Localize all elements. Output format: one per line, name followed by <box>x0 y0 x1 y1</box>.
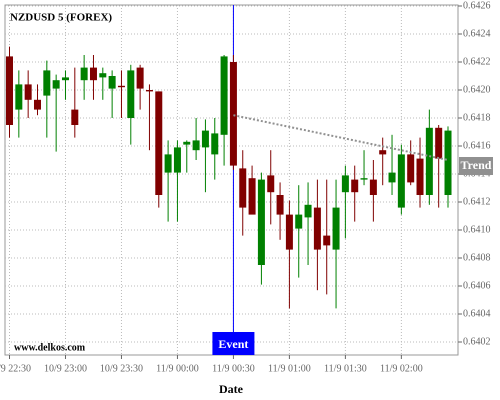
candle-body <box>43 70 51 96</box>
candle-body <box>15 84 23 110</box>
y-tick-label: 0.6406 <box>463 280 491 291</box>
chart-title: NZDUSD 5 (FOREX) <box>10 12 112 24</box>
candle-body <box>313 207 321 250</box>
candle-body <box>155 91 163 195</box>
candle-body <box>351 179 359 193</box>
y-tick-label: 0.6408 <box>463 252 491 263</box>
candle-body <box>33 99 41 110</box>
candle-body <box>444 130 452 195</box>
candle-body <box>341 175 349 193</box>
candle-body <box>388 172 396 183</box>
candle-body <box>211 133 219 155</box>
candle-body <box>220 56 228 135</box>
candle-body <box>136 67 144 89</box>
candle-body <box>52 80 60 89</box>
candle-body <box>24 84 32 100</box>
trend-label-box <box>459 157 493 175</box>
candle-body <box>257 179 265 265</box>
x-tick-label: 11/9 01:00 <box>268 363 311 374</box>
y-tick-label: 0.6426 <box>463 0 491 11</box>
candle-body <box>323 235 331 246</box>
x-tick-label: 10/9 23:30 <box>100 363 143 374</box>
x-tick-label: 11/9 01:30 <box>324 363 367 374</box>
y-tick-label: 0.6412 <box>463 196 491 207</box>
candle-body <box>332 207 340 250</box>
candle-body <box>267 175 275 193</box>
candle-body <box>425 127 433 195</box>
candle-body <box>239 168 247 208</box>
candle-body <box>285 214 293 250</box>
candle-body <box>276 195 284 215</box>
y-tick-label: 0.6424 <box>463 28 491 39</box>
candle-body <box>173 147 181 173</box>
candle-body <box>192 140 200 151</box>
candle-body <box>435 127 443 159</box>
watermark: www.delkos.com <box>14 342 86 353</box>
candle-body <box>108 76 116 89</box>
candle-body <box>61 77 69 81</box>
candle-body <box>89 67 97 81</box>
event-label-box <box>212 332 255 355</box>
candle-body <box>295 214 303 229</box>
candle-body <box>127 70 135 118</box>
y-tick-label: 0.6420 <box>463 84 491 95</box>
x-tick-label: 10/9 23:00 <box>44 363 87 374</box>
candle-body <box>360 178 368 180</box>
y-tick-label: 0.6418 <box>463 112 491 123</box>
x-axis-title: Date <box>219 382 244 396</box>
candle-body <box>304 204 312 218</box>
candle-body <box>416 158 424 195</box>
x-tick-label: 10/9 22:30 <box>0 363 31 374</box>
candle-body <box>99 73 107 78</box>
candle-body <box>145 90 153 92</box>
candle-body <box>229 62 237 166</box>
trend-line <box>233 114 449 161</box>
candle-body <box>369 179 377 195</box>
candle-body <box>117 85 125 88</box>
y-tick-label: 0.6404 <box>463 308 491 319</box>
event-label: Event <box>218 337 248 351</box>
trend-label: Trend <box>461 158 492 172</box>
candle-body <box>164 154 172 173</box>
y-tick-label: 0.6410 <box>463 224 491 235</box>
candle-body <box>379 150 387 155</box>
y-tick-label: 0.6422 <box>463 56 491 67</box>
candle-body <box>71 109 79 125</box>
candle-body <box>6 56 13 125</box>
y-tick-label: 0.6402 <box>463 336 491 347</box>
candle-body <box>407 154 415 183</box>
candle-body <box>201 130 209 148</box>
x-tick-label: 11/9 00:00 <box>156 363 199 374</box>
x-tick-label: 11/9 00:30 <box>212 363 255 374</box>
y-tick-label: 0.6416 <box>463 140 491 151</box>
candle-body <box>397 154 405 208</box>
candle-body <box>248 178 256 215</box>
candle-body <box>183 141 191 145</box>
x-tick-label: 11/9 02:00 <box>380 363 423 374</box>
candle-body <box>80 67 88 81</box>
